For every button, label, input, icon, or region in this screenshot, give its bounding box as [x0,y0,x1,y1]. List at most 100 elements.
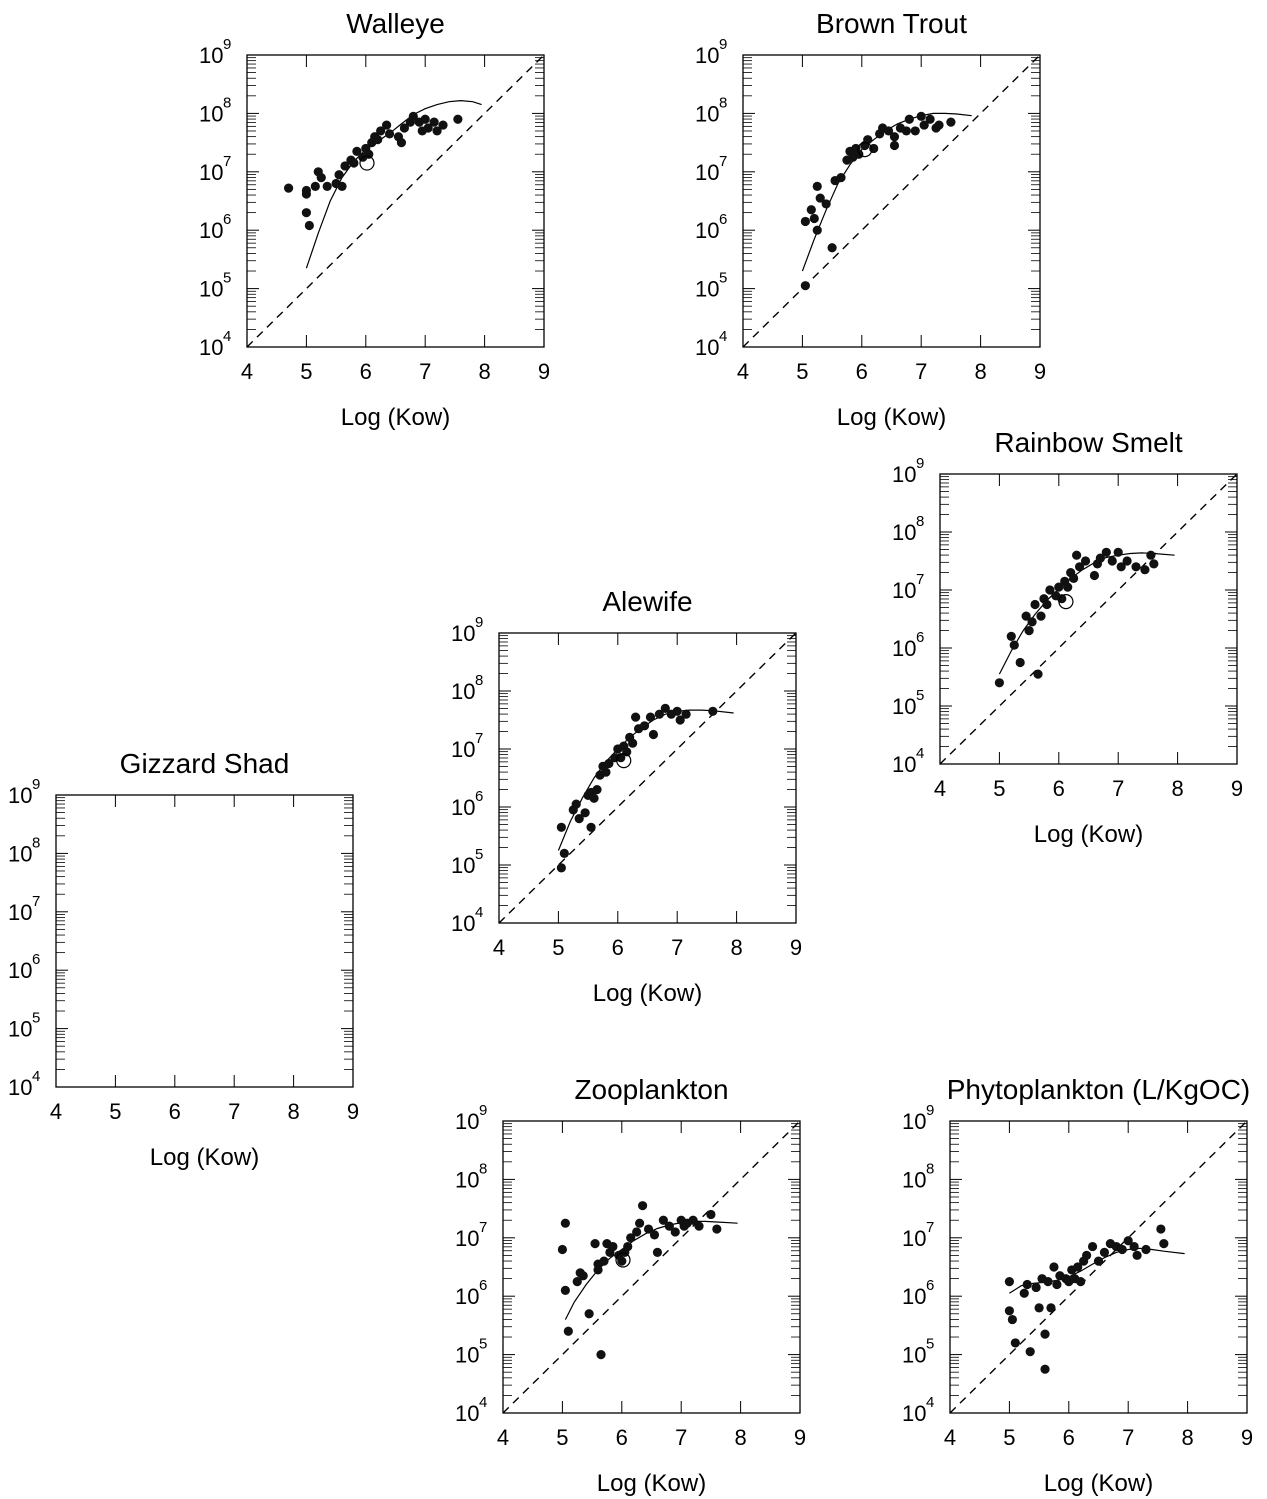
data-point [399,123,410,133]
data-point [883,126,894,136]
y-tick-label-exponent: 6 [916,629,924,646]
y-tick-label-base: 10 [8,1017,32,1042]
data-point [827,243,837,253]
data-point [301,208,311,218]
y-tick-label-exponent: 8 [926,1160,934,1177]
data-point [672,706,682,716]
reference-line [742,54,1041,348]
y-tick-label-exponent: 9 [926,1102,934,1119]
data-point [1141,1244,1151,1255]
reference-point [359,155,375,171]
y-tick-label-base: 10 [902,1167,926,1192]
data-point [1004,1277,1015,1287]
data-point [863,135,873,145]
x-tick-label: 8 [287,1099,299,1124]
x-tick-label: 5 [300,359,312,384]
y-tick-label-base: 10 [902,1401,926,1426]
y-tick-label-exponent: 6 [719,211,727,228]
y-tick-label-base: 10 [199,101,223,126]
data-point [560,1218,570,1228]
x-tick-label: 4 [50,1099,62,1124]
data-point [334,170,344,180]
data-point [453,114,463,124]
data-point [408,111,418,121]
data-point [916,111,926,121]
data-point [1149,559,1159,569]
data-point [1042,599,1052,610]
data-point [557,1244,568,1255]
y-tick-label-exponent: 5 [223,270,231,287]
data-point [639,721,650,731]
y-tick-label-exponent: 4 [479,1394,487,1411]
data-point [821,199,831,209]
data-point [1036,611,1046,621]
data-point [1034,1303,1044,1313]
data-point [601,767,611,777]
y-tick-label-exponent: 4 [719,328,727,345]
data-point [664,1221,674,1231]
data-point [1113,547,1123,557]
reference-line [498,632,797,924]
y-tick-label-base: 10 [451,911,475,936]
x-tick-label: 8 [478,359,490,384]
data-point [1101,547,1111,557]
y-tick-label-base: 10 [892,462,916,487]
data-point [1095,553,1105,563]
data-point [396,138,407,148]
data-point [637,1201,648,1211]
data-point [556,863,566,873]
x-tick-label: 8 [1181,1425,1193,1450]
data-point [632,1227,642,1237]
data-point [1054,582,1064,592]
x-tick-label: 8 [730,935,742,960]
data-point [560,1285,570,1295]
data-point [812,181,822,191]
data-point [1021,611,1031,621]
data-point [1087,1241,1098,1252]
y-tick-label-exponent: 5 [719,270,727,287]
data-point [1107,556,1117,566]
y-tick-label-base: 10 [199,160,223,185]
data-point [1073,1262,1083,1272]
x-axis-label: Log (Kow) [1034,821,1143,848]
data-point [712,1224,722,1234]
y-tick-label-base: 10 [455,1226,479,1251]
data-point [580,808,590,818]
y-tick-label-base: 10 [892,578,916,603]
data-point [283,183,294,193]
y-tick-label-exponent: 7 [479,1219,487,1236]
data-point [904,114,914,124]
data-point [800,281,810,291]
y-tick-label-exponent: 4 [916,745,924,762]
data-point [1043,1277,1053,1287]
x-tick-label: 4 [493,935,505,960]
data-point [649,1230,660,1240]
data-point [889,140,900,151]
data-point [586,822,596,832]
x-tick-label: 7 [419,359,431,384]
data-point [373,135,383,145]
data-point [322,181,332,191]
data-point [574,814,584,824]
data-point [301,185,311,196]
data-point [608,1241,618,1252]
data-point [1052,1279,1062,1290]
y-tick-label-base: 10 [695,277,719,302]
y-tick-label-exponent: 8 [719,94,727,111]
y-tick-label-exponent: 5 [32,1010,40,1027]
data-point [645,712,656,722]
data-point [643,1224,654,1234]
data-point [809,213,819,224]
reference-point [1058,593,1074,610]
data-point [628,738,638,748]
x-tick-label: 7 [1112,776,1124,801]
x-tick-label: 6 [612,935,624,960]
y-tick-label-exponent: 9 [916,455,924,472]
x-tick-label: 4 [934,776,946,801]
x-tick-label: 8 [1171,776,1183,801]
